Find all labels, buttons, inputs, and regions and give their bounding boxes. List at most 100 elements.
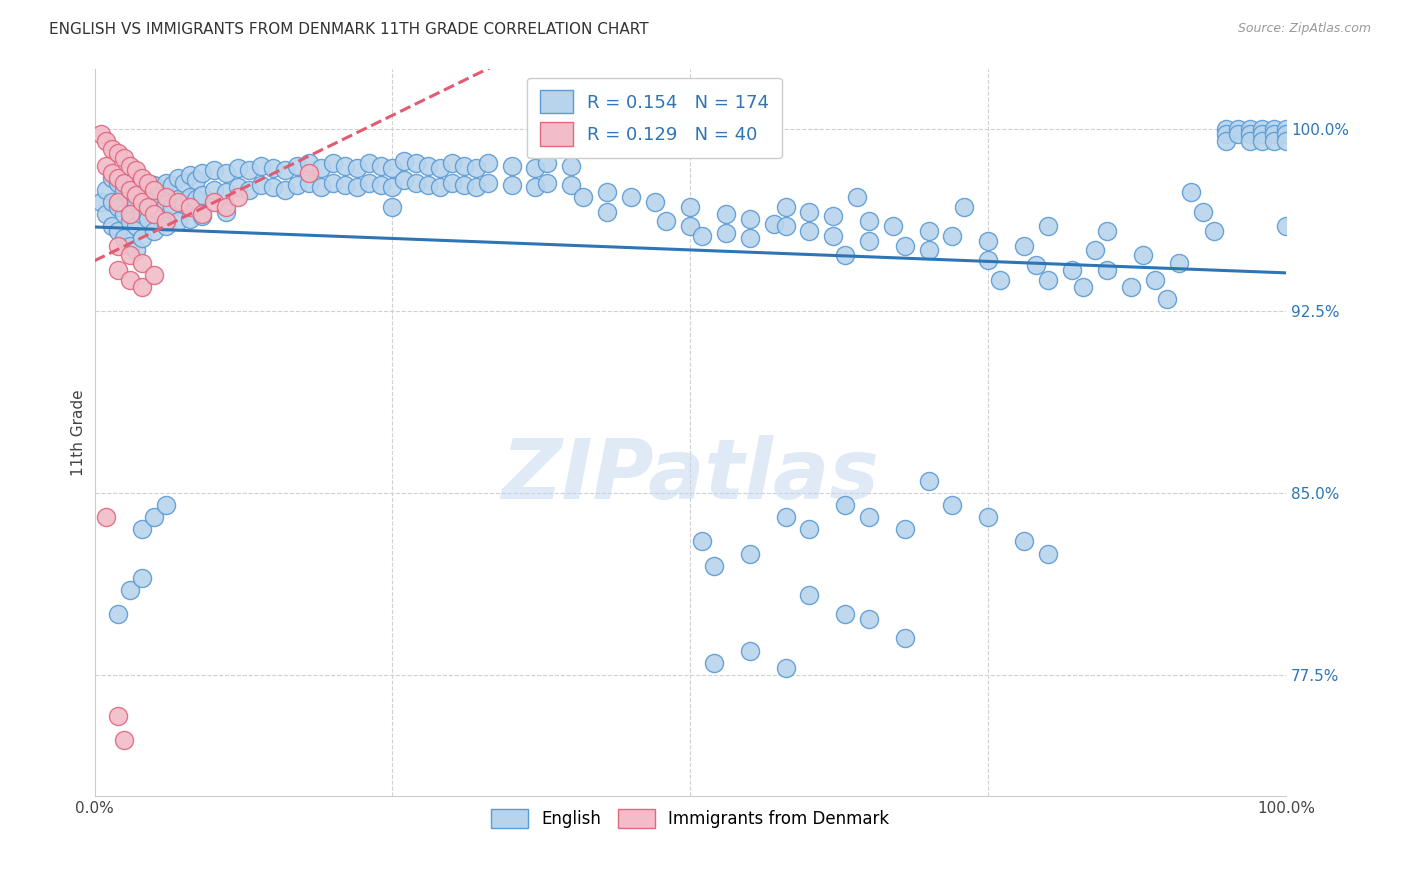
Point	[977, 510, 1000, 524]
Point	[370, 178, 392, 192]
Point	[1097, 224, 1119, 238]
Point	[179, 190, 201, 204]
Point	[298, 166, 321, 180]
Point	[173, 176, 195, 190]
Point	[179, 168, 201, 182]
Point	[596, 185, 619, 199]
Point	[1036, 272, 1059, 286]
Point	[101, 166, 124, 180]
Point	[799, 204, 821, 219]
Point	[690, 228, 713, 243]
Point	[112, 176, 135, 190]
Point	[823, 228, 845, 243]
Point	[285, 159, 308, 173]
Point	[1119, 280, 1142, 294]
Point	[381, 161, 404, 175]
Point	[1191, 204, 1213, 219]
Point	[202, 183, 225, 197]
Point	[1215, 122, 1237, 136]
Point	[1084, 244, 1107, 258]
Point	[107, 262, 129, 277]
Point	[738, 211, 761, 226]
Y-axis label: 11th Grade: 11th Grade	[72, 389, 86, 475]
Point	[155, 219, 177, 234]
Point	[453, 178, 475, 192]
Point	[1036, 547, 1059, 561]
Point	[394, 173, 416, 187]
Point	[120, 582, 142, 597]
Point	[274, 183, 297, 197]
Point	[655, 214, 678, 228]
Point	[214, 200, 236, 214]
Point	[477, 176, 499, 190]
Point	[131, 194, 153, 209]
Point	[238, 183, 260, 197]
Text: ENGLISH VS IMMIGRANTS FROM DENMARK 11TH GRADE CORRELATION CHART: ENGLISH VS IMMIGRANTS FROM DENMARK 11TH …	[49, 22, 648, 37]
Point	[101, 170, 124, 185]
Point	[690, 534, 713, 549]
Point	[988, 272, 1011, 286]
Point	[429, 161, 451, 175]
Point	[418, 178, 440, 192]
Point	[107, 170, 129, 185]
Legend: English, Immigrants from Denmark: English, Immigrants from Denmark	[485, 803, 896, 835]
Point	[536, 156, 558, 170]
Point	[149, 204, 172, 219]
Point	[1215, 127, 1237, 141]
Point	[953, 200, 976, 214]
Point	[703, 558, 725, 573]
Text: Source: ZipAtlas.com: Source: ZipAtlas.com	[1237, 22, 1371, 36]
Point	[596, 204, 619, 219]
Point	[1025, 258, 1047, 272]
Point	[107, 224, 129, 238]
Point	[524, 180, 547, 194]
Point	[112, 207, 135, 221]
Point	[1275, 219, 1298, 234]
Point	[131, 522, 153, 536]
Point	[143, 178, 166, 192]
Point	[131, 231, 153, 245]
Point	[96, 207, 118, 221]
Point	[858, 612, 880, 626]
Point	[1239, 122, 1261, 136]
Point	[107, 238, 129, 252]
Point	[977, 234, 1000, 248]
Point	[893, 522, 915, 536]
Point	[131, 207, 153, 221]
Point	[125, 244, 148, 258]
Point	[191, 166, 214, 180]
Point	[714, 227, 737, 241]
Point	[131, 571, 153, 585]
Point	[834, 498, 856, 512]
Point	[1275, 122, 1298, 136]
Point	[238, 163, 260, 178]
Point	[917, 244, 939, 258]
Point	[799, 522, 821, 536]
Point	[357, 176, 380, 190]
Point	[214, 204, 236, 219]
Point	[346, 180, 368, 194]
Point	[143, 207, 166, 221]
Point	[120, 238, 142, 252]
Point	[775, 660, 797, 674]
Point	[799, 588, 821, 602]
Point	[136, 200, 159, 214]
Point	[1012, 534, 1035, 549]
Point	[524, 161, 547, 175]
Point	[136, 176, 159, 190]
Point	[560, 159, 582, 173]
Point	[1227, 122, 1250, 136]
Point	[1012, 238, 1035, 252]
Point	[1251, 122, 1274, 136]
Point	[167, 194, 190, 209]
Point	[1060, 262, 1083, 277]
Point	[250, 178, 273, 192]
Point	[1275, 127, 1298, 141]
Point	[1204, 224, 1226, 238]
Point	[1251, 134, 1274, 148]
Point	[453, 159, 475, 173]
Point	[536, 176, 558, 190]
Point	[262, 161, 284, 175]
Point	[112, 231, 135, 245]
Point	[125, 187, 148, 202]
